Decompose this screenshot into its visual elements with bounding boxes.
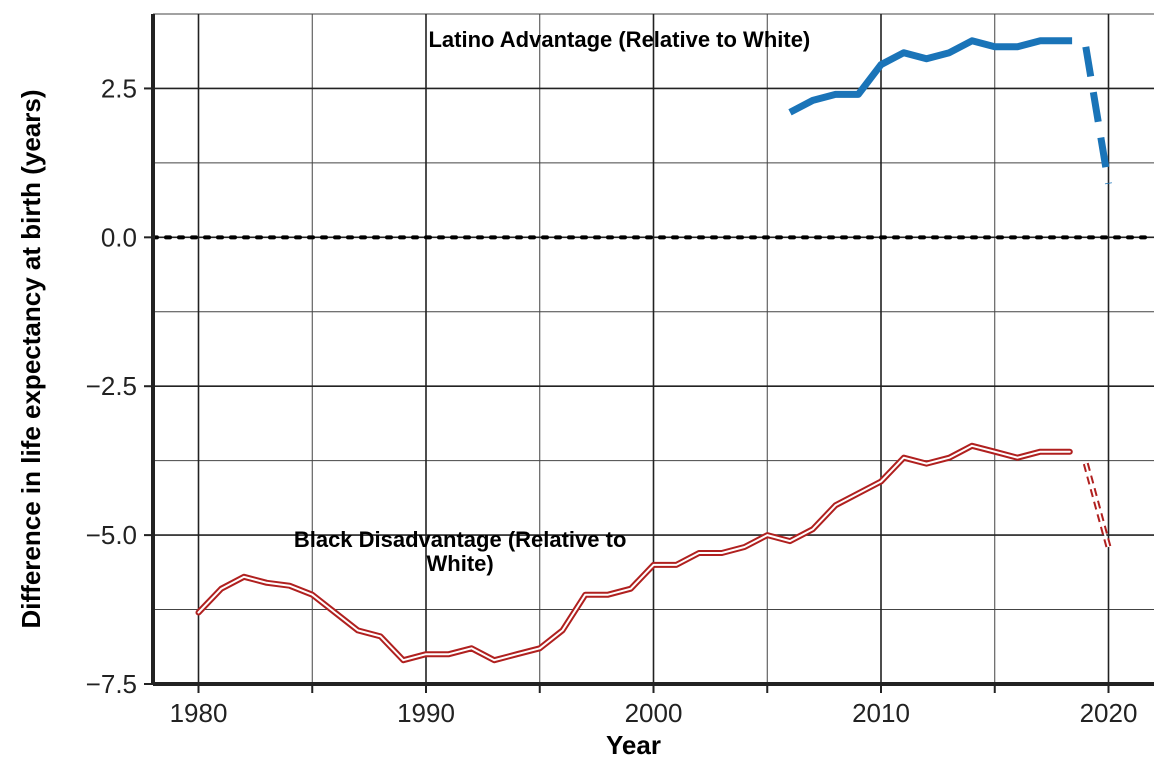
annotations: Latino Advantage (Relative to White) Blac… [294, 27, 810, 576]
y-tick-label: −2.5 [86, 371, 137, 401]
series-line-inner-dashed [1084, 463, 1110, 548]
series-latino [788, 37, 1073, 116]
series-line-dashed [1082, 46, 1112, 185]
y-tick-label: −7.5 [86, 669, 137, 699]
x-tick-label: 2020 [1080, 698, 1138, 728]
series-layer [195, 37, 1112, 664]
x-tick-label: 2010 [852, 698, 910, 728]
y-axis-title: Difference in life expectancy at birth (… [16, 90, 46, 629]
annotation-label: White) [427, 551, 494, 576]
x-tick-label: 1990 [397, 698, 455, 728]
annotation-label: Black Disadvantage (Relative to [294, 527, 627, 552]
x-tick-label: 1980 [170, 698, 228, 728]
x-axis-title: Year [606, 730, 661, 759]
series-line [788, 37, 1073, 116]
series-black [195, 442, 1073, 664]
series-black_projection [1082, 462, 1112, 548]
x-tick-label: 2000 [625, 698, 683, 728]
y-tick-label: −5.0 [86, 520, 137, 550]
series-line-inner [197, 444, 1071, 662]
y-tick-labels: 2.5 0.0 −2.5 −5.0 −7.5 [86, 73, 137, 699]
annotation-label: Latino Advantage (Relative to White) [428, 27, 810, 52]
tick-marks [144, 87, 1110, 693]
y-tick-label: 2.5 [101, 73, 137, 103]
series-latino_projection [1082, 46, 1112, 185]
x-tick-labels: 1980 1990 2000 2010 2020 [170, 698, 1138, 728]
y-tick-label: 0.0 [101, 222, 137, 252]
